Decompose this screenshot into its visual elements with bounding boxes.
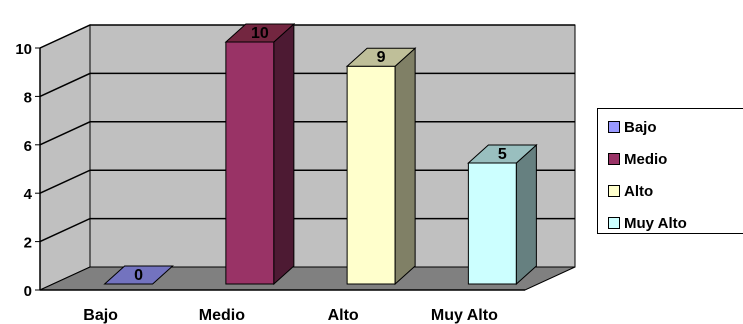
- bar-side: [515, 143, 537, 286]
- y-tick-label: 4: [24, 186, 33, 203]
- bar-muy-alto: [467, 143, 538, 286]
- y-tick-label: 8: [24, 89, 32, 106]
- legend-item-muy-alto: Muy Alto: [608, 213, 687, 233]
- legend-label: Medio: [624, 150, 668, 168]
- x-tick-label: Bajo: [83, 307, 118, 324]
- y-tick-label: 2: [24, 235, 32, 252]
- legend-label: Alto: [624, 182, 654, 200]
- y-tick-label: 10: [15, 41, 32, 58]
- legend: Bajo Medio Alto Muy Alto: [597, 108, 743, 234]
- bar-bajo: [103, 265, 174, 285]
- bar-alto: [345, 47, 417, 286]
- legend-swatch-muy-alto: [608, 217, 620, 229]
- data-label: 0: [134, 267, 143, 284]
- data-label: 9: [377, 49, 386, 66]
- legend-label: Bajo: [624, 118, 657, 136]
- bar-front: [346, 65, 396, 285]
- bar-front: [225, 41, 275, 285]
- bar-top: [345, 47, 417, 67]
- data-label: 10: [251, 25, 269, 42]
- y-tick-label: 0: [24, 283, 32, 300]
- bar-top: [103, 265, 174, 285]
- legend-label: Muy Alto: [624, 214, 687, 232]
- legend-swatch-alto: [608, 185, 620, 197]
- bar-medio: [224, 22, 296, 286]
- bar-top: [467, 144, 538, 164]
- legend-item-alto: Alto: [608, 181, 653, 201]
- x-tick-label: Alto: [328, 307, 359, 324]
- x-tick-label: Muy Alto: [431, 307, 498, 324]
- bar-top: [224, 23, 296, 43]
- legend-item-bajo: Bajo: [608, 117, 657, 137]
- x-tick-label: Medio: [199, 307, 245, 324]
- gridline: [39, 24, 575, 49]
- legend-swatch-bajo: [608, 121, 620, 133]
- legend-item-medio: Medio: [608, 149, 667, 169]
- side-wall: [39, 24, 91, 291]
- bar-front: [467, 162, 517, 285]
- legend-swatch-medio: [608, 153, 620, 165]
- y-tick-label: 6: [24, 138, 32, 155]
- data-label: 5: [498, 146, 507, 163]
- bar-side: [273, 22, 295, 286]
- bar-side: [394, 47, 416, 286]
